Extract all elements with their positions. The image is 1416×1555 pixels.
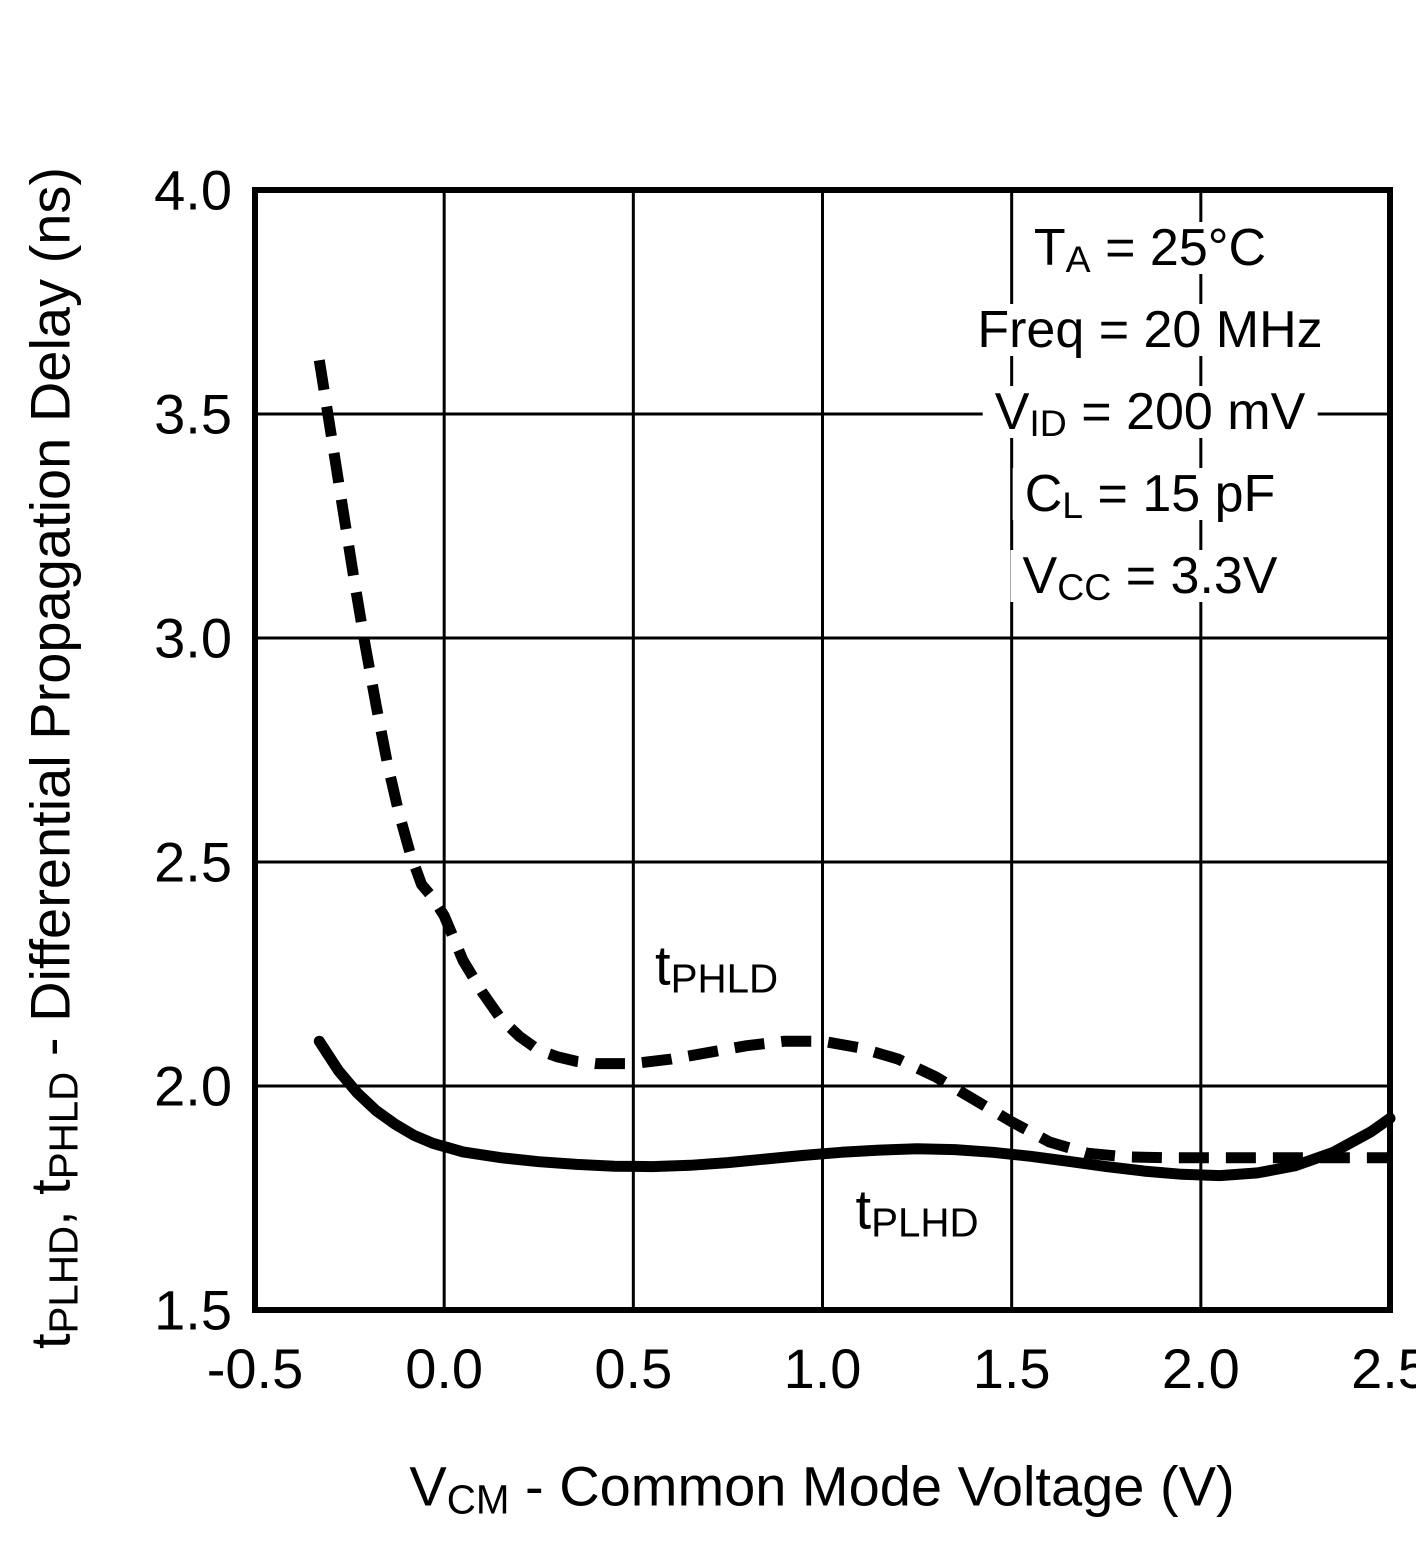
- text-run: t: [855, 1177, 872, 1241]
- text-run: = 200 mV: [1066, 383, 1306, 441]
- x-axis-title: VCM - Common Mode Voltage (V): [409, 1454, 1235, 1523]
- plot-border: [252, 187, 1393, 1313]
- annotation-line: Freq = 20 MHz: [965, 301, 1335, 359]
- annotation-line: VCC = 3.3V: [1010, 547, 1290, 606]
- y-tick-label: 2.0: [154, 1054, 232, 1118]
- annotation-line: VID = 200 mV: [982, 383, 1318, 442]
- text-run: , t: [18, 1179, 82, 1226]
- x-tick-label: -0.5: [206, 1337, 304, 1400]
- x-tick-label: 1.5: [972, 1337, 1051, 1400]
- text-run: C: [1024, 465, 1063, 523]
- subscript: PHLD: [670, 955, 779, 1002]
- x-tick-label: 0.0: [405, 1337, 484, 1400]
- y-tick-label: 1.5: [154, 1278, 232, 1342]
- text-run: = 15 pF: [1083, 465, 1276, 523]
- y-tick-label: 3.0: [154, 606, 232, 670]
- curve-label-tplhd: tPLHD: [847, 1174, 987, 1246]
- y-axis-title: tPLHD, tPHLD - Differential Propagation …: [18, 167, 87, 1349]
- x-tick-label: 0.5: [594, 1337, 673, 1400]
- text-run: - Common Mode Voltage (V): [509, 1454, 1235, 1518]
- text-run: T: [1033, 219, 1066, 277]
- subscript: A: [1065, 238, 1091, 281]
- curve-label-tphld: tPHLD: [647, 930, 787, 1002]
- text-run: Freq = 20 MHz: [977, 301, 1323, 359]
- subscript: L: [1062, 484, 1084, 527]
- subscript: PLHD: [871, 1199, 979, 1246]
- subscript: CC: [1057, 566, 1112, 609]
- text-run: = 25°C: [1090, 219, 1267, 277]
- y-tick-label: 2.5: [154, 830, 232, 894]
- subscript: ID: [1029, 402, 1067, 445]
- annotation-line: TA = 25°C: [1021, 219, 1279, 278]
- subscript: CM: [446, 1476, 510, 1523]
- x-tick-label: 2.5: [1351, 1337, 1416, 1400]
- y-tick-label: 4.0: [154, 158, 232, 222]
- text-run: t: [655, 933, 671, 997]
- x-tick-label: 1.0: [783, 1337, 862, 1400]
- text-run: V: [409, 1454, 447, 1518]
- y-tick-label: 3.5: [154, 382, 232, 446]
- x-tick-label: 2.0: [1161, 1337, 1240, 1400]
- series-curve-tplhd: [313, 1035, 1396, 1182]
- text-run: = 3.3V: [1111, 547, 1278, 605]
- series-curve-tphld: [313, 359, 1390, 1164]
- text-run: V: [994, 383, 1030, 441]
- annotation-line: CL = 15 pF: [1012, 465, 1288, 524]
- text-run: V: [1022, 547, 1058, 605]
